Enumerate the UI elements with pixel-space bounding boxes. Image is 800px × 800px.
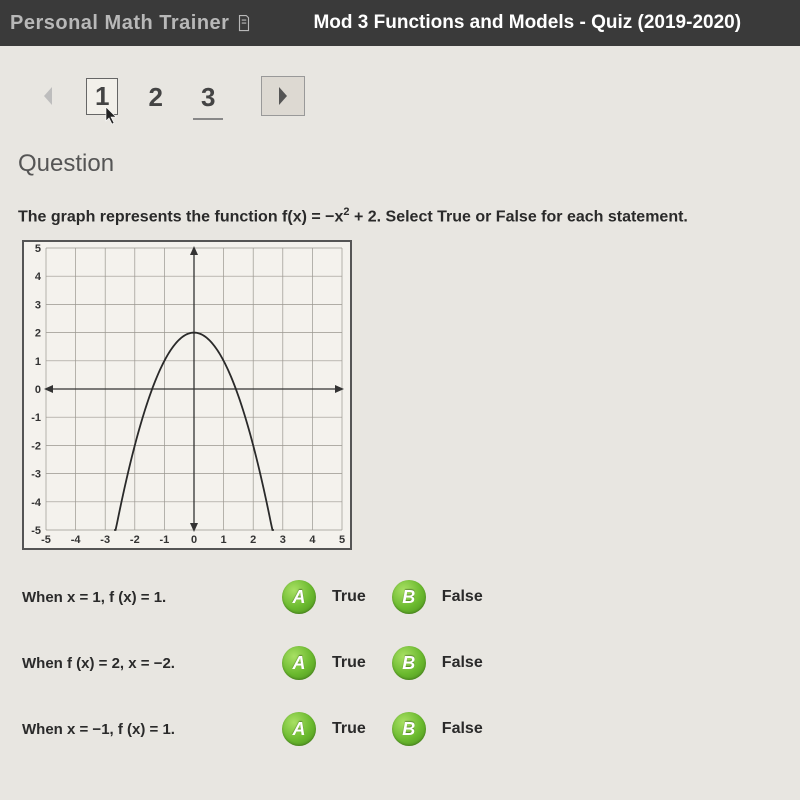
- svg-text:1: 1: [35, 356, 41, 368]
- statement-row: When x = −1, f (x) = 1. A True B False: [22, 712, 782, 746]
- page-number-1[interactable]: 1: [86, 78, 118, 115]
- page-number-2[interactable]: 2: [140, 80, 170, 115]
- answer-a-button[interactable]: A: [282, 646, 316, 680]
- question-label: Question: [18, 150, 782, 178]
- answer-a-label: True: [332, 654, 366, 672]
- svg-text:0: 0: [35, 384, 41, 396]
- svg-text:3: 3: [280, 534, 286, 546]
- answer-a-button[interactable]: A: [282, 712, 316, 746]
- brand-name: Personal Math Trainer: [10, 12, 229, 35]
- question-text: The graph represents the function f(x) =…: [18, 206, 782, 226]
- content-area: 1 2 3 Question The graph represents the …: [0, 46, 800, 788]
- svg-text:-2: -2: [130, 534, 140, 546]
- answer-b-button[interactable]: B: [392, 712, 426, 746]
- answer-b-label: False: [442, 588, 483, 606]
- answer-b-button[interactable]: B: [392, 580, 426, 614]
- svg-text:4: 4: [35, 272, 42, 284]
- answer-a-label: True: [332, 720, 366, 738]
- svg-text:-5: -5: [41, 534, 51, 546]
- svg-text:2: 2: [35, 328, 41, 340]
- graph-svg: -5 -4 -3 -2 -1 0 1 2 3 4 5 -5 -4 -3 -2 -1 0 1 2 3 4 5: [24, 242, 350, 548]
- question-nav: 1 2 3: [38, 76, 782, 116]
- svg-text:-4: -4: [71, 534, 82, 546]
- svg-text:-3: -3: [100, 534, 110, 546]
- page-numbers: 1 2 3: [86, 78, 223, 115]
- next-button[interactable]: [261, 76, 305, 116]
- svg-text:-4: -4: [31, 497, 42, 509]
- answer-a-button[interactable]: A: [282, 580, 316, 614]
- svg-text:0: 0: [191, 534, 197, 546]
- brand-icon: [235, 14, 253, 32]
- statement-text: When x = 1, f (x) = 1.: [22, 589, 282, 606]
- statement-text: When x = −1, f (x) = 1.: [22, 721, 282, 738]
- svg-text:-2: -2: [31, 441, 41, 453]
- svg-text:-1: -1: [31, 413, 41, 425]
- answer-a-label: True: [332, 588, 366, 606]
- header-bar: Personal Math Trainer Mod 3 Functions an…: [0, 0, 800, 46]
- quiz-title: Mod 3 Functions and Models - Quiz (2019-…: [313, 12, 741, 34]
- svg-text:-3: -3: [31, 469, 41, 481]
- svg-text:-1: -1: [160, 534, 170, 546]
- svg-text:4: 4: [309, 534, 316, 546]
- statements-list: When x = 1, f (x) = 1. A True B False Wh…: [22, 580, 782, 746]
- function-graph: -5 -4 -3 -2 -1 0 1 2 3 4 5 -5 -4 -3 -2 -1 0 1 2 3 4 5: [22, 240, 352, 550]
- svg-text:1: 1: [221, 534, 227, 546]
- svg-text:-5: -5: [31, 525, 41, 537]
- svg-text:5: 5: [339, 534, 345, 546]
- svg-text:3: 3: [35, 300, 41, 312]
- answer-b-label: False: [442, 720, 483, 738]
- question-text-before: The graph represents the function f(x) =…: [18, 208, 343, 225]
- answer-b-button[interactable]: B: [392, 646, 426, 680]
- svg-text:5: 5: [35, 243, 41, 255]
- statement-row: When f (x) = 2, x = −2. A True B False: [22, 646, 782, 680]
- prev-button[interactable]: [38, 82, 58, 110]
- svg-text:2: 2: [250, 534, 256, 546]
- answer-b-label: False: [442, 654, 483, 672]
- page-number-3[interactable]: 3: [193, 80, 223, 115]
- question-text-after: + 2. Select True or False for each state…: [350, 208, 688, 225]
- statement-row: When x = 1, f (x) = 1. A True B False: [22, 580, 782, 614]
- statement-text: When f (x) = 2, x = −2.: [22, 655, 282, 672]
